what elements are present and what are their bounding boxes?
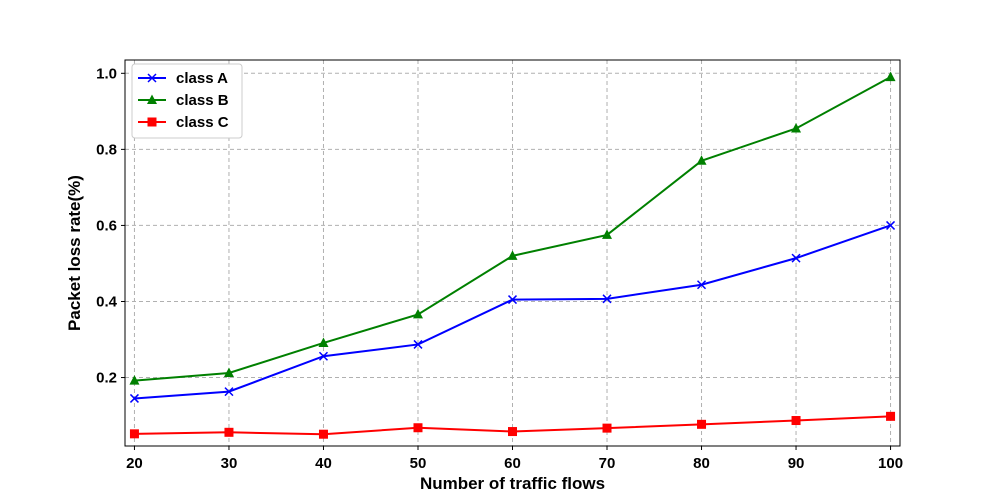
data-point (413, 423, 423, 433)
data-point (318, 351, 329, 361)
y-tick-label: 0.8 (96, 141, 117, 158)
series-class-a (129, 220, 896, 403)
x-tick-label: 30 (221, 455, 238, 472)
grid (125, 60, 900, 446)
legend-label: class C (176, 114, 229, 131)
legend-item: class A (138, 70, 228, 87)
x-tick-label: 100 (878, 455, 903, 472)
x-tick-label: 40 (315, 455, 332, 472)
data-point (224, 387, 234, 397)
series-layer (129, 71, 896, 439)
data-point (224, 427, 234, 437)
x-tick-label: 60 (504, 455, 521, 472)
legend-label: class B (176, 92, 229, 109)
legend-item: class C (138, 114, 229, 131)
data-point (507, 295, 518, 305)
data-point (129, 429, 139, 439)
y-tick-label: 1.0 (96, 65, 117, 82)
axis-ticks: 20 30 40 50 60 70 80 90 100 0.2 0.4 0.6 0.8 1.0 (96, 65, 903, 472)
data-point (791, 122, 802, 133)
data-point (223, 367, 234, 377)
data-point (791, 416, 801, 426)
data-point (129, 393, 139, 403)
data-point (791, 253, 801, 263)
legend-marker (147, 117, 157, 127)
data-point (507, 250, 518, 260)
data-point (129, 375, 140, 385)
data-point (318, 337, 329, 347)
legend-box (131, 63, 243, 139)
legend-item: class B (138, 92, 229, 109)
data-point (696, 280, 707, 290)
x-tick-label: 80 (693, 455, 710, 472)
data-point (602, 423, 612, 433)
x-tick-label: 70 (599, 455, 616, 472)
x-tick-label: 20 (126, 455, 143, 472)
y-axis-label: Packet loss rate(%) (65, 175, 84, 331)
data-point (697, 419, 707, 429)
series-class-c (129, 411, 896, 439)
data-point (412, 308, 423, 319)
data-point (886, 220, 896, 230)
data-point (318, 429, 328, 439)
data-point (508, 427, 517, 437)
legend-marker (147, 73, 157, 83)
y-tick-label: 0.4 (96, 293, 118, 310)
legend-marker (147, 94, 157, 104)
data-point (885, 71, 896, 82)
x-tick-label: 50 (410, 455, 427, 472)
data-point (696, 155, 707, 165)
series-class-b (129, 71, 896, 385)
x-tick-label: 90 (788, 455, 805, 472)
x-axis-label: Number of traffic flows (420, 474, 605, 493)
legend: class A class B class C (131, 63, 243, 139)
y-tick-label: 0.6 (96, 217, 117, 234)
y-tick-label: 0.2 (96, 370, 117, 387)
data-point (413, 339, 423, 349)
data-point (602, 229, 613, 239)
data-point (602, 294, 612, 304)
data-point (886, 411, 896, 421)
legend-label: class A (176, 70, 228, 87)
